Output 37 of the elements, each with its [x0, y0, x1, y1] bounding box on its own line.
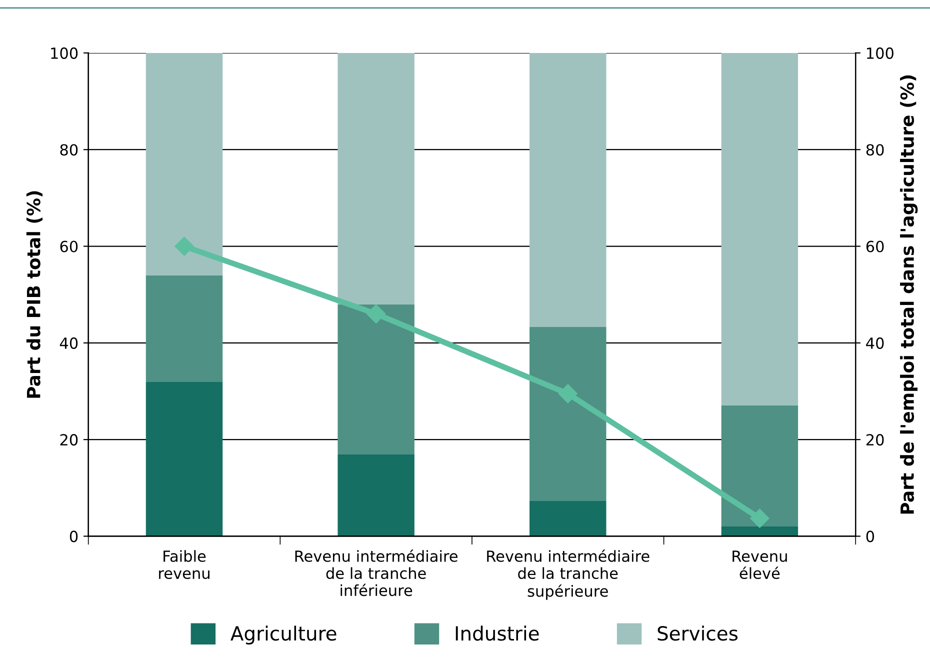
x-tick-label: Faible revenu — [159, 550, 210, 580]
bar — [146, 382, 223, 536]
y2-tick-label: 20 — [866, 434, 884, 446]
bar — [721, 52, 798, 406]
bar — [721, 526, 798, 536]
point — [174, 236, 194, 256]
point — [558, 384, 578, 404]
bar — [530, 52, 606, 327]
legend-label: Industrie — [456, 626, 539, 641]
y2-axis-title: Part de l'emploi total dans l'agriculture (%) — [900, 75, 918, 514]
y2-tick-label: 0 — [866, 530, 874, 542]
legend-label: Agriculture — [230, 626, 336, 644]
point — [366, 304, 386, 324]
x-tick-label: Revenu intermédiaire de la tranche inférieure — [295, 550, 458, 596]
bar — [721, 405, 798, 526]
bar — [530, 326, 606, 501]
bar — [338, 304, 414, 454]
y-tick-label: 0 — [70, 530, 78, 542]
bar — [146, 52, 223, 276]
y2-tick-label: 100 — [867, 47, 894, 59]
x-tick-label: Revenu élevé — [732, 550, 787, 580]
y-tick-label: 60 — [60, 240, 78, 252]
bar — [338, 454, 414, 536]
point — [750, 508, 770, 528]
y-tick-label: 20 — [60, 434, 78, 446]
bar — [146, 275, 223, 382]
legend-label: Services — [658, 626, 738, 641]
bar — [530, 500, 606, 536]
y-axis-title: Part du PIB total (%) — [26, 191, 43, 398]
y2-tick-label: 60 — [866, 240, 884, 252]
bar — [338, 52, 414, 304]
y-tick-label: 100 — [51, 47, 78, 59]
y2-tick-label: 80 — [866, 144, 884, 156]
y-tick-label: 40 — [60, 337, 78, 349]
y-tick-label: 80 — [60, 144, 78, 156]
x-tick-label: Revenu intermédiaire de la tranche supérieure — [487, 550, 650, 600]
y2-tick-label: 40 — [866, 337, 884, 349]
